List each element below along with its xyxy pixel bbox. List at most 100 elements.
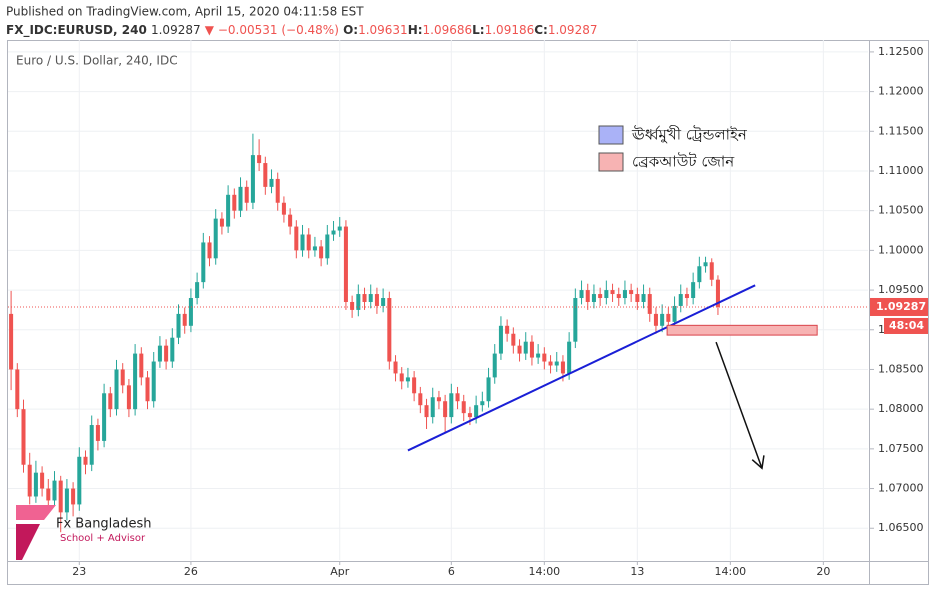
legend-swatch bbox=[598, 152, 624, 172]
candle-body bbox=[95, 425, 100, 441]
candle-body bbox=[27, 464, 32, 497]
candle-body bbox=[300, 234, 305, 251]
candle-body bbox=[591, 294, 596, 302]
candle-body bbox=[83, 456, 88, 465]
candle-body bbox=[399, 373, 404, 382]
y-tick-label: 1.11500 bbox=[878, 124, 924, 137]
candle-body bbox=[542, 353, 547, 362]
change: ▼ −0.00531 (−0.48%) bbox=[205, 23, 339, 37]
published-note: Published on TradingView.com, April 15, … bbox=[6, 5, 364, 19]
candle-body bbox=[343, 226, 348, 302]
candle-body bbox=[244, 186, 249, 203]
candle-body bbox=[598, 294, 603, 299]
price: 1.09287 bbox=[151, 23, 201, 37]
candle-body bbox=[387, 298, 392, 362]
candle-body bbox=[350, 301, 355, 310]
candle-body bbox=[368, 294, 373, 302]
candle-body bbox=[715, 279, 720, 307]
candle-body bbox=[529, 341, 534, 358]
countdown-tag bbox=[884, 317, 928, 334]
arrow-head bbox=[751, 455, 765, 470]
candle-body bbox=[288, 214, 293, 227]
candle-body bbox=[195, 282, 200, 299]
candle-body bbox=[374, 294, 379, 306]
candle-body bbox=[213, 218, 218, 259]
candle-body bbox=[164, 345, 169, 362]
candle-body bbox=[182, 313, 187, 326]
candle-body bbox=[108, 393, 113, 410]
candle-body bbox=[604, 290, 609, 299]
logo-shape bbox=[16, 524, 40, 560]
candle-body bbox=[424, 405, 429, 418]
candle-body bbox=[102, 393, 107, 441]
candle-body bbox=[15, 369, 20, 410]
candle-body bbox=[275, 178, 280, 203]
x-tick-label: 20 bbox=[816, 565, 830, 578]
candle-body bbox=[486, 377, 491, 402]
candle-body bbox=[77, 456, 82, 505]
candle-body bbox=[412, 377, 417, 394]
x-tick-label: 14:00 bbox=[714, 565, 746, 578]
candle-body bbox=[325, 234, 330, 259]
y-tick-label: 1.12000 bbox=[878, 85, 924, 98]
y-tick-label: 1.06500 bbox=[878, 521, 924, 534]
candle-body bbox=[430, 397, 435, 418]
candle-body bbox=[207, 242, 212, 259]
symbol-header: FX_IDC:EURUSD, 240 1.09287 ▼ −0.00531 (−… bbox=[6, 23, 597, 38]
y-tick-label: 1.07500 bbox=[878, 442, 924, 455]
candle-body bbox=[610, 290, 615, 295]
candle-body bbox=[356, 294, 361, 310]
candle-body bbox=[226, 194, 231, 227]
candle-body bbox=[653, 313, 658, 326]
candle-body bbox=[517, 345, 522, 354]
candle-body bbox=[312, 246, 317, 251]
candle-body bbox=[120, 369, 125, 386]
breakout-zone bbox=[666, 324, 818, 336]
candle-body bbox=[21, 409, 26, 465]
arrow bbox=[715, 341, 763, 469]
candle-body bbox=[505, 325, 510, 334]
candle-body bbox=[684, 294, 689, 299]
candle-body bbox=[362, 294, 367, 302]
x-tick-label: 14:00 bbox=[528, 565, 560, 578]
ohlc-value: 1.09186 bbox=[485, 23, 535, 37]
logo-tagline: School + Advisor bbox=[60, 533, 146, 544]
ohlc-key: H: bbox=[408, 23, 423, 37]
candle-body bbox=[188, 298, 193, 326]
ohlc-value: 1.09287 bbox=[548, 23, 598, 37]
logo-shape bbox=[16, 505, 56, 520]
candle-body bbox=[449, 393, 454, 418]
y-tick-label: 1.11000 bbox=[878, 164, 924, 177]
candle-body bbox=[46, 488, 51, 501]
candle-body bbox=[294, 226, 299, 251]
candle-body bbox=[455, 393, 460, 402]
y-tick-label: 1.12500 bbox=[878, 45, 924, 58]
candle-body bbox=[709, 262, 714, 280]
candle-body bbox=[71, 488, 76, 505]
candle-body bbox=[133, 353, 138, 410]
y-tick-label: 1.09500 bbox=[878, 283, 924, 296]
candle-body bbox=[567, 341, 572, 374]
candle-body bbox=[635, 294, 640, 302]
y-tick-label: 1.07000 bbox=[878, 482, 924, 495]
candle-body bbox=[647, 294, 652, 314]
x-tick-label: 13 bbox=[630, 565, 644, 578]
candle-body bbox=[585, 290, 590, 302]
ohlc-key: C: bbox=[534, 23, 548, 37]
x-tick-label: Apr bbox=[330, 565, 350, 578]
symbol: FX_IDC:EURUSD, 240 bbox=[6, 23, 147, 38]
candle-body bbox=[660, 313, 665, 326]
candle-body bbox=[418, 393, 423, 406]
candle-body bbox=[151, 361, 156, 402]
y-tick-label: 1.10500 bbox=[878, 204, 924, 217]
legend-label: ঊর্ধ্বমুখী ট্রেন্ডলাইন bbox=[631, 126, 748, 144]
candle-body bbox=[263, 163, 268, 187]
candle-body bbox=[238, 186, 243, 211]
ohlc-key: O: bbox=[343, 23, 358, 37]
candle-body bbox=[461, 401, 466, 414]
last-price-tag bbox=[870, 297, 928, 316]
candle-body bbox=[139, 353, 144, 378]
y-tick-label: 1.08000 bbox=[878, 402, 924, 415]
